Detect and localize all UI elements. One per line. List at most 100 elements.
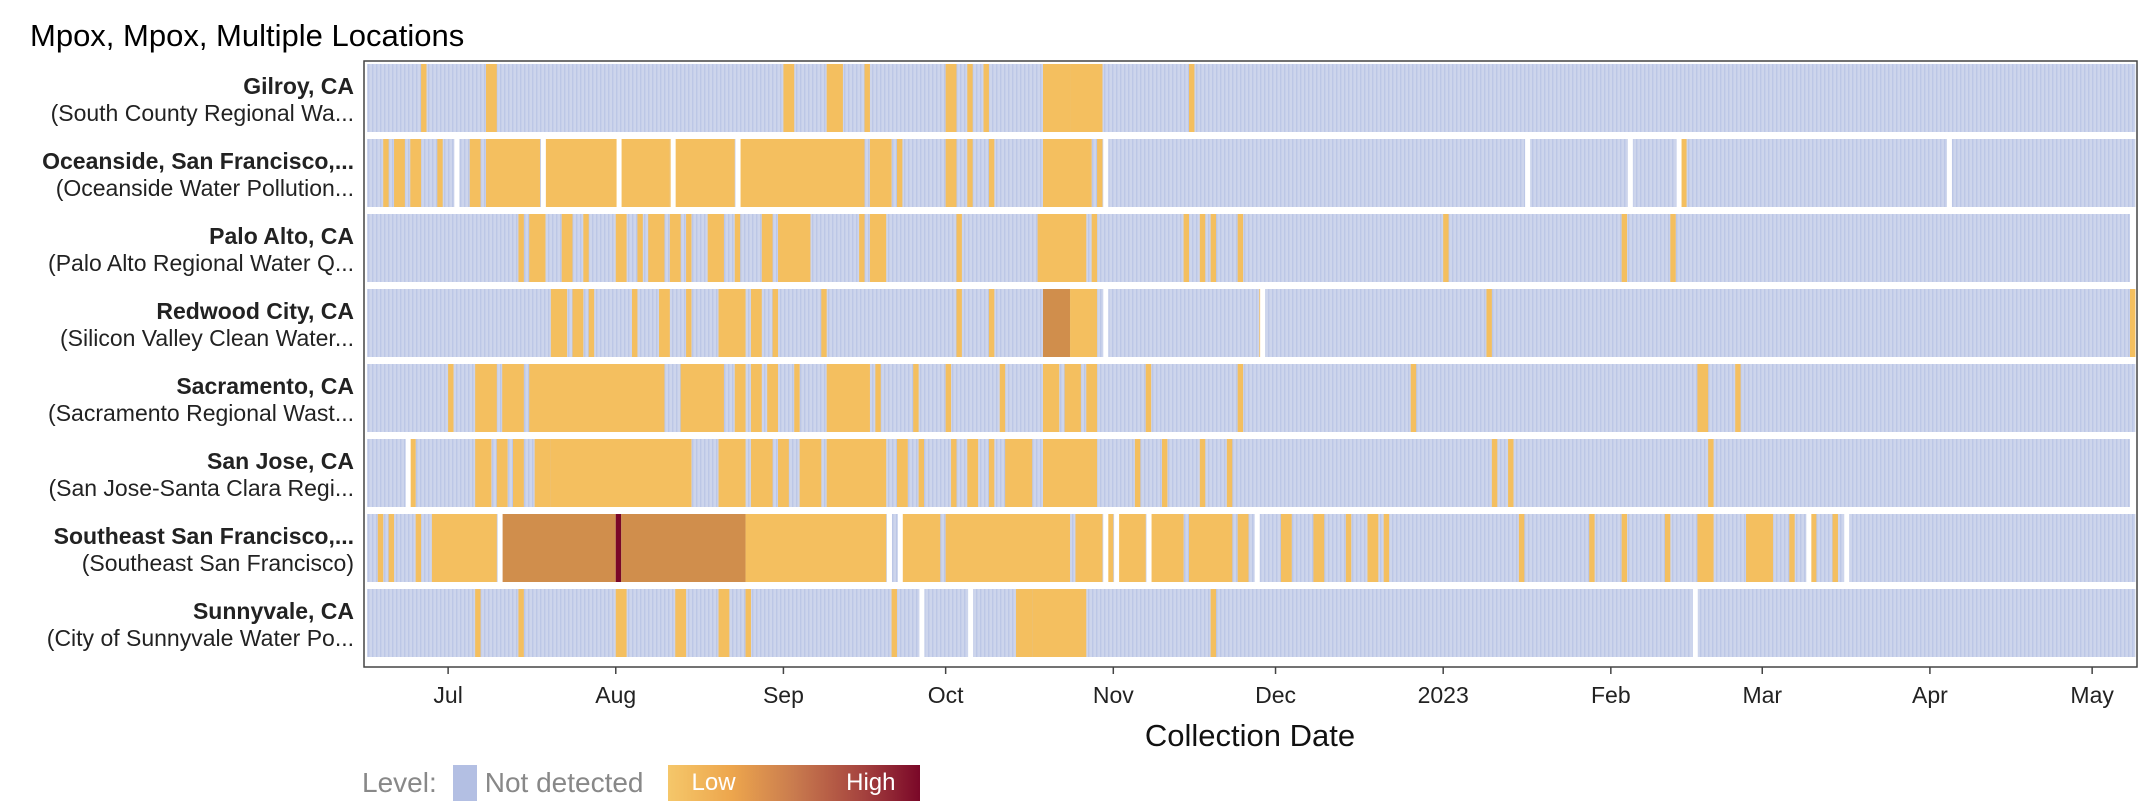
detection-cell — [469, 139, 481, 207]
detection-cell — [1367, 514, 1379, 582]
row-site-name: (San Jose-Santa Clara Regi... — [48, 475, 354, 501]
heatmap-row — [367, 214, 2130, 282]
row-location-name: Palo Alto, CA — [209, 223, 354, 249]
detection-cell — [869, 214, 887, 282]
detection-cell — [745, 514, 887, 582]
detection-cell — [475, 589, 481, 657]
detection-cell — [1383, 514, 1390, 582]
detection-cell — [1810, 514, 1817, 582]
row-site-name: (Sacramento Regional Wast... — [48, 400, 354, 426]
missing-sample-gap — [1103, 288, 1109, 358]
missing-sample-gap — [1525, 138, 1531, 208]
detection-cell — [1118, 514, 1146, 582]
detection-cell — [718, 289, 746, 357]
heatmap-row — [367, 64, 2136, 132]
detection-cell — [718, 589, 730, 657]
detection-cell — [1832, 514, 1838, 582]
detection-cell — [637, 214, 643, 282]
detection-cell — [983, 64, 989, 132]
row-location-name: San Jose, CA — [207, 448, 354, 474]
row-location-name: Sacramento, CA — [176, 373, 354, 399]
detection-cell — [1097, 139, 1103, 207]
row-site-name: (Southeast San Francisco) — [82, 550, 354, 576]
x-tick-label: May — [2070, 682, 2114, 708]
x-tick-label: Sep — [763, 682, 804, 708]
legend: Level: Not detected Low High — [362, 764, 920, 802]
x-tick-label: Dec — [1255, 682, 1296, 708]
missing-sample-gap — [1844, 513, 1850, 583]
detection-cell — [648, 214, 665, 282]
detection-cell — [1735, 364, 1741, 432]
detection-cell — [615, 214, 627, 282]
detection-cell — [485, 139, 541, 207]
detection-cell — [2130, 289, 2136, 357]
detection-cell — [1345, 514, 1352, 582]
detection-cell — [513, 439, 524, 507]
missing-sample-gap — [1146, 513, 1152, 583]
detection-cell — [1005, 439, 1033, 507]
detection-cell — [1746, 514, 1774, 582]
legend-not-detected-label: Not detected — [484, 767, 644, 798]
detection-cell — [1086, 364, 1098, 432]
detection-cell — [891, 589, 897, 657]
detection-cell — [1075, 514, 1103, 582]
heatmap-row — [367, 288, 2136, 358]
detection-cell — [1237, 514, 1249, 582]
legend-high-label: High — [846, 769, 896, 796]
row-site-name: (Silicon Valley Clean Water... — [60, 325, 354, 351]
detection-cell — [545, 139, 622, 207]
detection-cell — [988, 139, 995, 207]
x-tick-label: Mar — [1742, 682, 1782, 708]
detection-cell — [1491, 439, 1498, 507]
detection-cell — [1042, 289, 1071, 357]
missing-sample-gap — [1254, 513, 1260, 583]
detection-cell — [1681, 139, 1687, 207]
x-axis: Jul Aug Sep Oct Nov Dec 2023 Feb Mar Apr May — [433, 667, 2114, 708]
detection-cell — [550, 289, 568, 357]
detection-cell — [967, 439, 979, 507]
detection-cell — [518, 589, 524, 657]
detection-cell — [778, 439, 789, 507]
detection-cell — [707, 214, 724, 282]
legend-low-label: Low — [691, 769, 736, 796]
detection-cell — [988, 289, 995, 357]
missing-sample-gap — [405, 438, 411, 508]
detection-cell — [778, 214, 811, 282]
detection-cell — [1145, 364, 1152, 432]
detection-cell — [869, 139, 892, 207]
detection-cell — [1280, 514, 1292, 582]
detection-cell — [1042, 439, 1098, 507]
detection-cell — [875, 364, 881, 432]
x-tick-label: Aug — [595, 682, 636, 708]
detection-cell — [1210, 589, 1217, 657]
detection-cell — [999, 364, 1006, 432]
detection-cell — [1410, 364, 1417, 432]
detection-cell — [675, 589, 687, 657]
not-detected-band — [367, 64, 2136, 132]
detection-cell — [686, 214, 692, 282]
missing-sample-gap — [454, 138, 460, 208]
x-tick-label: Apr — [1912, 682, 1948, 708]
missing-sample-gap — [1676, 138, 1682, 208]
detection-cell — [826, 64, 843, 132]
x-tick-label: Nov — [1093, 682, 1134, 708]
detection-cell — [734, 364, 746, 432]
row-site-name: (Oceanside Water Pollution... — [56, 175, 354, 201]
detection-cell — [550, 439, 692, 507]
detection-cell — [718, 439, 746, 507]
detection-cell — [1697, 364, 1709, 432]
detection-cell — [1015, 589, 1033, 657]
chart-title: Mpox, Mpox, Multiple Locations — [30, 18, 465, 53]
detection-cell — [913, 364, 919, 432]
detection-cell — [750, 364, 762, 432]
detection-cell — [1210, 214, 1217, 282]
detection-cell — [583, 214, 589, 282]
x-axis-title: Collection Date — [1145, 718, 1355, 753]
missing-sample-gap — [1114, 513, 1120, 583]
missing-sample-gap — [968, 588, 974, 658]
detection-cell — [502, 514, 616, 582]
detection-cell — [826, 439, 887, 507]
missing-sample-gap — [1692, 588, 1698, 658]
missing-sample-gap — [1946, 138, 1952, 208]
detection-cell — [1508, 439, 1514, 507]
